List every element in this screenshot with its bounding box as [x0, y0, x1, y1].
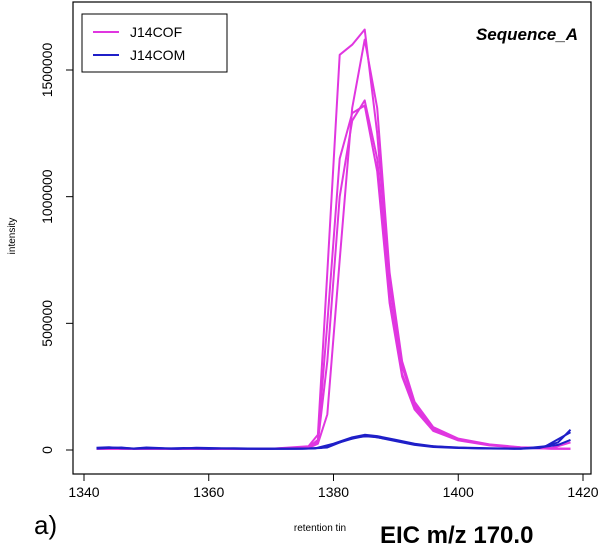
series-j14com [96, 428, 572, 450]
x-tick-label: 1420 [567, 484, 598, 500]
axes-layer: 1340 1360 1380 1400 1420 0 500000 1000000 150000… [39, 43, 599, 500]
footer-caption: EIC m/z 170.0 [380, 522, 534, 549]
legend: J14COF J14COM [81, 13, 228, 73]
plot-frame [72, 1, 592, 475]
x-tick-label: 1360 [193, 484, 224, 500]
x-tick-label: 1340 [68, 484, 99, 500]
y-tick-label: 1500000 [39, 43, 55, 98]
legend-label-j14com: J14COM [130, 47, 185, 63]
x-tick-label: 1400 [443, 484, 474, 500]
y-axis-label: intensity [7, 218, 18, 255]
y-tick-label: 500000 [39, 300, 55, 347]
y-tick-label: 1000000 [39, 169, 55, 224]
panel-label: a) [34, 510, 58, 540]
legend-box [81, 13, 228, 73]
x-tick-label: 1380 [318, 484, 349, 500]
x-axis-label: retention tin [294, 523, 346, 534]
chart-title: Sequence_A [476, 25, 578, 44]
series-line-j14com-rep3 [96, 435, 571, 450]
y-tick-label: 0 [39, 446, 55, 454]
series-j14cof [96, 28, 571, 450]
series-layer [96, 28, 572, 450]
legend-label-j14cof: J14COF [130, 24, 182, 40]
